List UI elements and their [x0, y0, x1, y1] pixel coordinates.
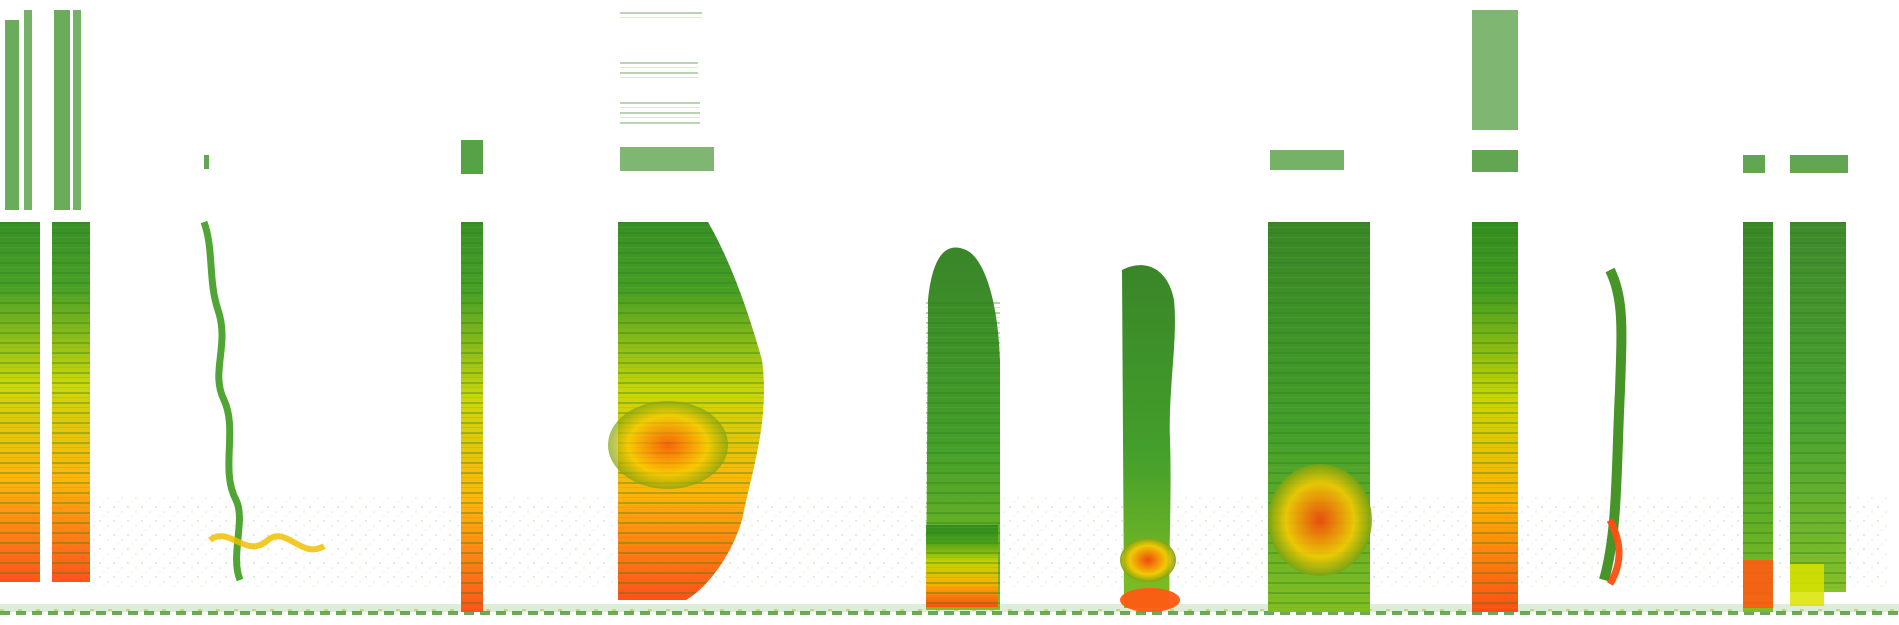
- baseline-track: [0, 609, 1899, 615]
- energy-events: [0, 220, 1846, 612]
- upper-harmonics: [5, 10, 1848, 210]
